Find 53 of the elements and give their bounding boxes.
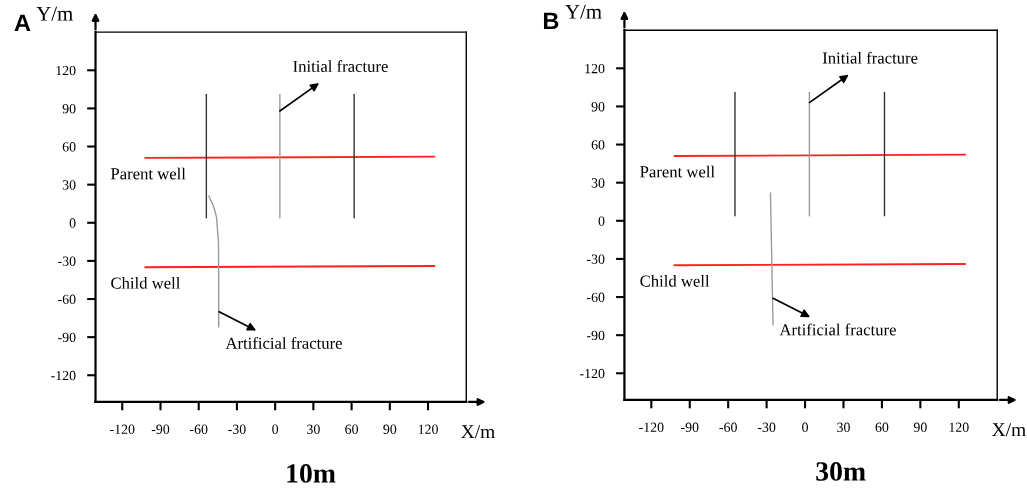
x-tick-label: -90 (151, 424, 170, 434)
text: 10m (287, 464, 336, 483)
text: A (14, 14, 31, 31)
x-tick-label: -120 (639, 422, 664, 432)
x-tick-label: 60 (345, 424, 359, 434)
x-tick-label: 120 (949, 422, 969, 432)
annotation: Artificial fracture (225, 336, 342, 349)
series-label: Parent well (640, 165, 715, 178)
x-tick-label: 90 (913, 422, 927, 432)
y-tick-label: 0 (69, 218, 76, 228)
x-axis-title: X/m (992, 423, 1026, 437)
x-tick-label: -90 (681, 422, 699, 432)
series-label: Child well (111, 276, 181, 289)
x-tick-label: 0 (272, 424, 279, 434)
y-axis-title: Y/m (565, 4, 602, 19)
series-label: Parent well (110, 167, 186, 180)
y-tick-label: 90 (62, 104, 76, 114)
x-tick-label: -30 (757, 422, 776, 432)
y-tick-label: -30 (586, 254, 605, 264)
x-tick-label: -30 (228, 424, 246, 434)
x-tick-label: -120 (110, 424, 135, 434)
y-tick-label: 30 (62, 180, 76, 190)
y-tick-label: 120 (585, 63, 605, 74)
y-tick-label: -30 (58, 256, 76, 266)
y-tick-label: -90 (586, 330, 605, 341)
y-tick-label: -120 (580, 368, 605, 379)
x-axis-title: X/m (461, 425, 495, 439)
x-tick-label: 0 (802, 422, 808, 432)
y-tick-label: 90 (591, 102, 605, 112)
x-tick-label: 90 (383, 424, 397, 434)
y-tick-label: 0 (598, 216, 605, 226)
x-tick-label: 120 (418, 424, 438, 434)
x-tick-label: 30 (837, 422, 850, 432)
y-tick-label: -60 (58, 294, 76, 304)
y-tick-label: 120 (56, 65, 76, 76)
y-tick-label: 60 (591, 140, 605, 150)
y-tick-label: -90 (58, 332, 76, 343)
x-tick-label: 30 (307, 424, 320, 434)
series-label: Child well (640, 274, 710, 287)
x-tick-label: -60 (719, 422, 737, 432)
text: B (543, 12, 559, 29)
x-tick-label: 60 (875, 422, 889, 432)
line-series (208, 195, 220, 328)
y-tick-label: -120 (51, 370, 76, 381)
y-tick-label: -60 (586, 292, 605, 302)
y-tick-label: 30 (591, 178, 605, 188)
text: 30m (816, 462, 866, 481)
annotation: Initial fracture (822, 51, 918, 64)
annotation: Initial fracture (293, 60, 388, 72)
y-axis-title: Y/m (36, 6, 73, 21)
y-tick-label: 60 (62, 142, 76, 152)
x-tick-label: -60 (189, 424, 208, 434)
annotation: Artificial fracture (779, 323, 896, 336)
